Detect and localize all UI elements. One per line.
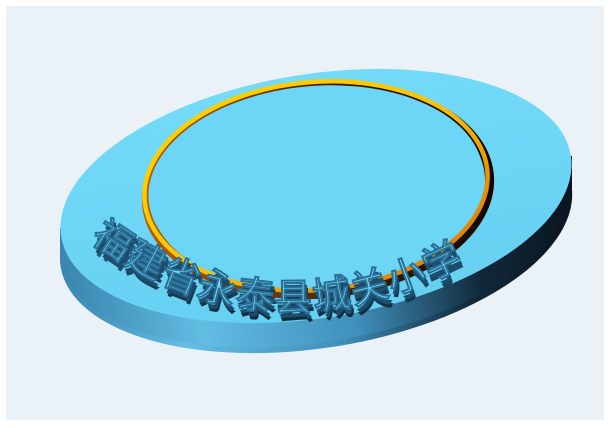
inner-ring: [141, 79, 495, 300]
